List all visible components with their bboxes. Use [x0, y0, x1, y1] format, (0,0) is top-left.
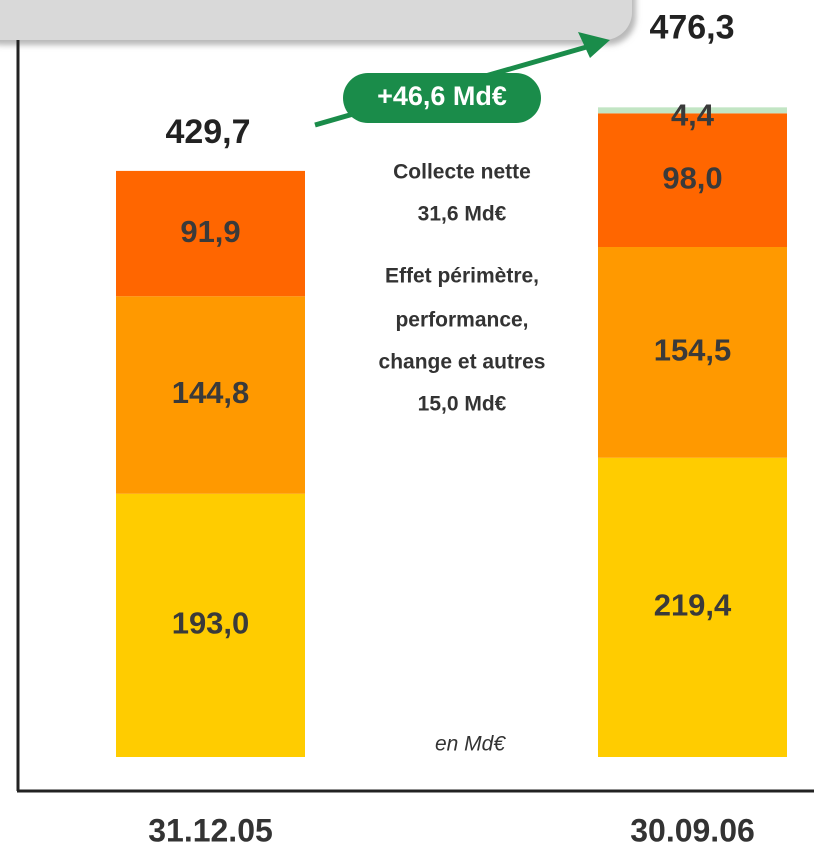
- segment-label: 154,5: [654, 333, 732, 368]
- growth-label: +46,6 Md€: [377, 81, 507, 111]
- segment-label: 144,8: [172, 375, 250, 410]
- annotation: Effet périmètre,: [385, 265, 539, 288]
- x-tick-label: 30.09.06: [630, 812, 755, 848]
- segment-label: 98,0: [662, 160, 722, 195]
- total-label: 429,7: [165, 113, 250, 151]
- segment-label: 4,4: [671, 98, 715, 133]
- unit-note: en Md€: [435, 733, 506, 756]
- annotation: change et autres: [379, 351, 546, 374]
- total-label: 476,3: [649, 8, 734, 46]
- title-box: [0, 0, 632, 40]
- arrow-head: [578, 32, 610, 58]
- annotation: 15,0 Md€: [418, 393, 507, 416]
- annotation: performance,: [395, 309, 528, 332]
- segment-label: 193,0: [172, 606, 250, 641]
- bar-segment: [116, 493, 305, 757]
- bar-segment: [116, 296, 305, 494]
- x-tick-label: 31.12.05: [148, 812, 273, 848]
- bar-segment: [598, 457, 787, 757]
- bar-segment: [598, 247, 787, 458]
- bar-segment: [598, 107, 787, 114]
- annotation: Collecte nette: [393, 161, 531, 184]
- bar-segment: [116, 170, 305, 297]
- segment-label: 219,4: [654, 588, 732, 623]
- growth-pill: [343, 73, 541, 123]
- segment-label: 91,9: [180, 214, 240, 249]
- bar-segment: [598, 113, 787, 248]
- annotation: 31,6 Md€: [418, 203, 507, 226]
